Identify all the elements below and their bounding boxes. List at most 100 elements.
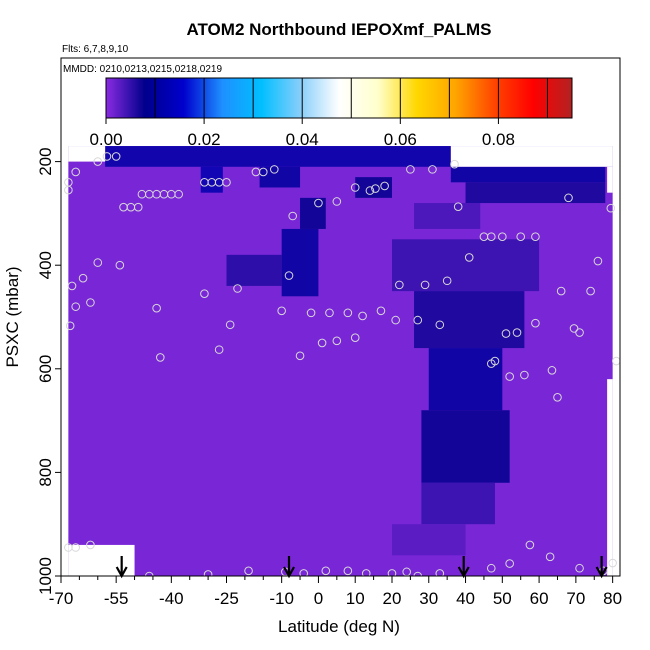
- observation-point: [464, 253, 474, 262]
- x-tick-label: 30: [419, 589, 438, 608]
- observation-point: [71, 167, 81, 177]
- observation-point: [86, 540, 95, 550]
- heatmap-cell-8: [355, 177, 392, 198]
- observation-point: [71, 543, 81, 552]
- y-tick-label: 400: [36, 251, 55, 279]
- heatmap-cell-14: [421, 482, 495, 525]
- observation-point: [501, 329, 511, 338]
- observation-point: [86, 298, 95, 307]
- observation-point: [520, 370, 529, 380]
- heatmap-cell-9: [414, 203, 481, 229]
- observation-point: [547, 366, 557, 375]
- x-axis-label: Latitude (deg N): [278, 617, 400, 636]
- heatmap-area: [68, 146, 613, 576]
- observation-point: [152, 303, 161, 313]
- observation-point: [102, 152, 112, 161]
- colorbar-gradient: [105, 77, 573, 119]
- heatmap-cell-4: [259, 166, 301, 188]
- observation-point: [361, 569, 371, 576]
- observation-point: [67, 281, 77, 291]
- colorbar: 0.00 0.02 0.04 0.06 0.08: [89, 77, 573, 149]
- observation-point: [435, 569, 445, 576]
- observation-point: [531, 318, 540, 328]
- heatmap-cell-10: [391, 239, 540, 292]
- observation-point: [343, 566, 353, 576]
- heatmap-cell-3: [200, 166, 223, 193]
- observation-point: [564, 193, 573, 203]
- heatmap-cell-12: [428, 348, 503, 411]
- colorbar-tick-label: 0.04: [286, 130, 319, 149]
- observation-point: [270, 165, 279, 174]
- observation-point: [569, 324, 579, 333]
- y-axis-label: PSXC (mbar): [3, 266, 22, 367]
- observation-point: [64, 185, 73, 195]
- observation-point: [486, 232, 496, 242]
- observation-point: [295, 351, 305, 361]
- heatmap-cell-7: [226, 254, 282, 286]
- heatmap-cell-15: [391, 524, 466, 556]
- observation-point: [593, 256, 603, 266]
- observation-point: [155, 353, 165, 362]
- y-tick-label: 200: [36, 147, 55, 175]
- observation-point: [490, 356, 500, 366]
- colorbar-tick-label: 0.06: [384, 130, 417, 149]
- observation-point: [395, 280, 404, 290]
- heatmap-gap-4: [607, 379, 613, 576]
- observation-point: [442, 276, 452, 286]
- heatmap-cell-11: [414, 291, 525, 349]
- observation-point: [65, 321, 75, 331]
- observation-point: [277, 306, 286, 316]
- heatmap-cell-13: [421, 410, 510, 483]
- observation-point: [420, 280, 430, 290]
- observation-point: [115, 260, 125, 270]
- observation-point: [71, 302, 81, 311]
- x-axis: -70 -55 -40 -25 -10 0 10 20 30 40 50 60 70 80: [49, 576, 622, 608]
- observation-point: [225, 320, 235, 330]
- observation-point: [586, 286, 595, 296]
- y-tick-label: 600: [36, 355, 55, 383]
- observation-point: [325, 308, 334, 318]
- observation-point: [299, 569, 309, 576]
- observation-point: [505, 559, 514, 568]
- observation-points: [64, 152, 620, 576]
- observation-point: [93, 157, 103, 166]
- observation-point: [450, 159, 459, 169]
- observation-point: [371, 184, 380, 193]
- observation-point: [314, 198, 323, 208]
- observation-point: [387, 569, 397, 576]
- observation-point: [343, 308, 353, 318]
- observation-point: [350, 183, 360, 192]
- observation-point: [413, 315, 423, 325]
- x-tick-label: 50: [493, 589, 512, 608]
- observation-point: [435, 320, 445, 330]
- observation-point: [358, 311, 367, 321]
- colorbar-tick-label: 0.00: [89, 130, 122, 149]
- observation-point: [133, 202, 143, 212]
- observation-point: [428, 165, 437, 174]
- observation-point: [531, 232, 540, 242]
- flights-subtitle: Flts: 6,7,8,9,10: [62, 44, 129, 55]
- x-tick-label: -40: [159, 589, 184, 608]
- x-tick-label: -10: [269, 589, 294, 608]
- observation-point: [288, 211, 297, 221]
- x-tick-label: 70: [566, 589, 585, 608]
- observation-point: [575, 563, 584, 573]
- observation-point: [376, 306, 386, 316]
- x-tick-label: -25: [214, 589, 239, 608]
- observation-point: [380, 181, 389, 191]
- plot-frame: [60, 57, 621, 577]
- observation-point: [233, 284, 242, 293]
- observation-point: [453, 202, 463, 211]
- observation-point: [174, 189, 183, 199]
- observation-point: [258, 167, 268, 177]
- heatmap-cell-2: [465, 182, 606, 204]
- dates-subtitle: MMDD: 0210,0213,0215,0218,0219: [63, 64, 222, 75]
- colorbar-tick-label: 0.08: [482, 130, 515, 149]
- observation-point: [214, 345, 224, 354]
- x-tick-label: 0: [314, 589, 323, 608]
- heatmap-cell-5: [300, 197, 326, 229]
- observation-point: [350, 333, 360, 343]
- x-tick-label: -55: [104, 589, 129, 608]
- heatmap-gap-2: [450, 146, 613, 167]
